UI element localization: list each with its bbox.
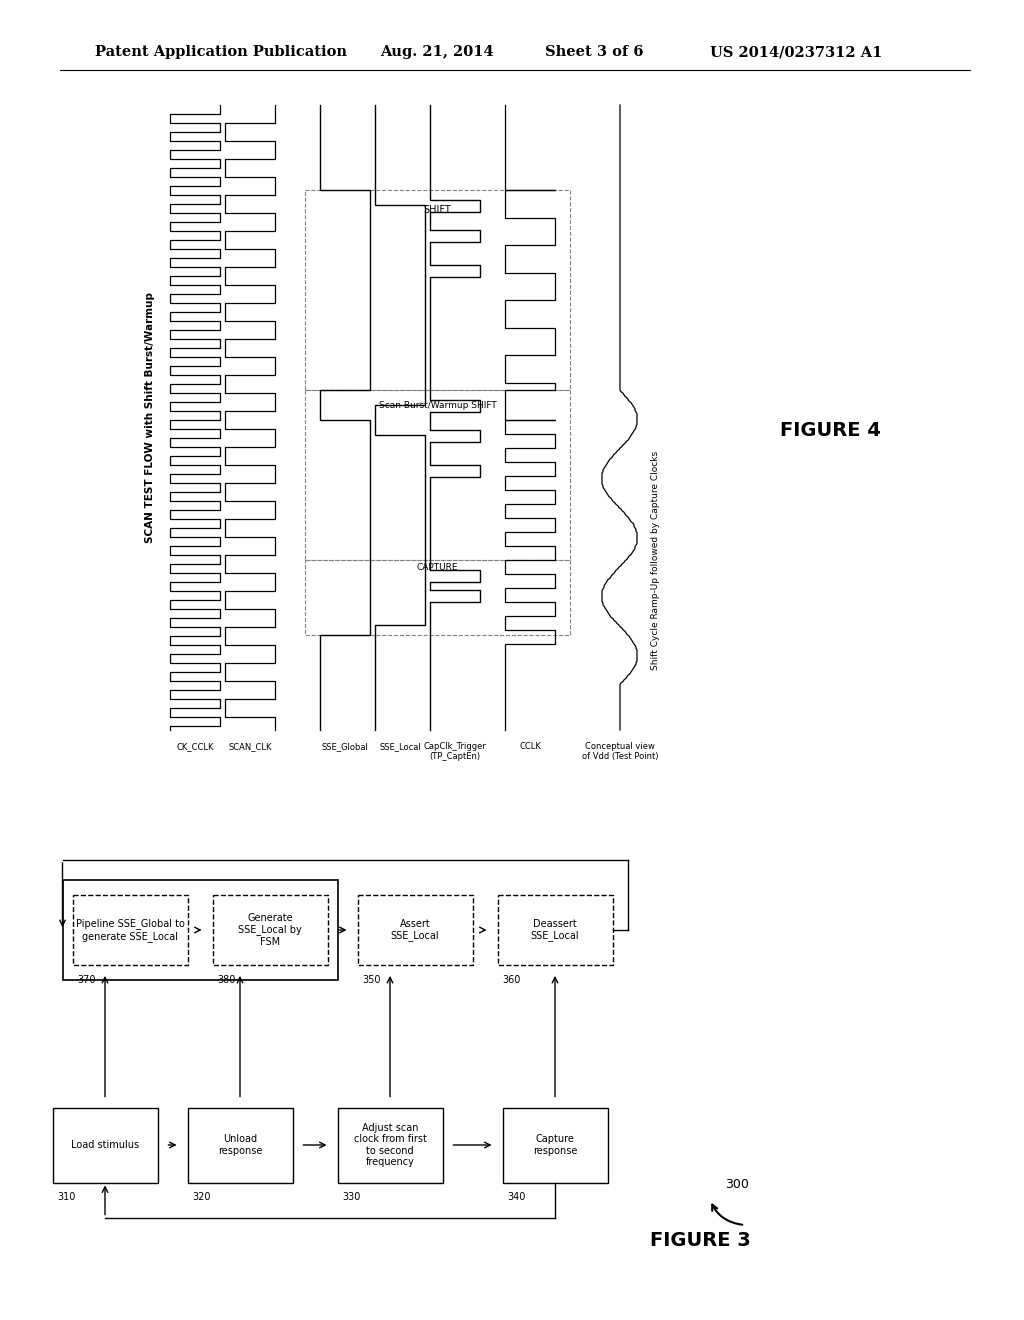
Text: CK_CCLK: CK_CCLK	[176, 742, 214, 751]
Text: SSE_Local: SSE_Local	[379, 742, 421, 751]
Text: 300: 300	[725, 1179, 749, 1192]
Text: Generate
SSE_Local by
FSM: Generate SSE_Local by FSM	[239, 913, 302, 946]
Bar	[305, 190, 570, 389]
Text: 380: 380	[217, 975, 236, 985]
Text: SCAN TEST FLOW with Shift Burst/Warmup: SCAN TEST FLOW with Shift Burst/Warmup	[145, 292, 155, 543]
Text: 330: 330	[342, 1192, 360, 1203]
Text: Load stimulus: Load stimulus	[71, 1140, 139, 1150]
FancyBboxPatch shape	[213, 895, 328, 965]
Text: CapClk_Trigger
(TP_CaptEn): CapClk_Trigger (TP_CaptEn)	[424, 742, 486, 762]
Text: Sheet 3 of 6: Sheet 3 of 6	[545, 45, 643, 59]
Text: Assert
SSE_Local: Assert SSE_Local	[391, 919, 439, 941]
FancyBboxPatch shape	[73, 895, 187, 965]
Text: Unload
response: Unload response	[218, 1134, 262, 1156]
FancyBboxPatch shape	[498, 895, 612, 965]
Text: SSE_Global: SSE_Global	[322, 742, 369, 751]
Text: 340: 340	[508, 1192, 526, 1203]
Text: 350: 350	[362, 975, 381, 985]
Text: FIGURE 3: FIGURE 3	[649, 1230, 751, 1250]
Text: Aug. 21, 2014: Aug. 21, 2014	[380, 45, 494, 59]
Text: SCAN_CLK: SCAN_CLK	[228, 742, 271, 751]
Text: Pipeline SSE_Global to
generate SSE_Local: Pipeline SSE_Global to generate SSE_Loca…	[76, 919, 184, 941]
Text: 320: 320	[193, 1192, 211, 1203]
FancyBboxPatch shape	[52, 1107, 158, 1183]
Bar	[305, 389, 570, 560]
FancyBboxPatch shape	[357, 895, 472, 965]
Text: Deassert
SSE_Local: Deassert SSE_Local	[530, 919, 580, 941]
Text: CCLK: CCLK	[519, 742, 541, 751]
Text: Adjust scan
clock from first
to second
frequency: Adjust scan clock from first to second f…	[353, 1122, 426, 1167]
Text: 310: 310	[57, 1192, 76, 1203]
Text: Conceptual view
of Vdd (Test Point): Conceptual view of Vdd (Test Point)	[582, 742, 658, 762]
Text: Shift Cycle Ramp-Up followed by Capture Clocks: Shift Cycle Ramp-Up followed by Capture …	[650, 450, 659, 669]
FancyBboxPatch shape	[338, 1107, 442, 1183]
Text: Scan Burst/Warmup SHIFT: Scan Burst/Warmup SHIFT	[379, 400, 497, 409]
Text: FIGURE 4: FIGURE 4	[779, 421, 881, 440]
Text: Patent Application Publication: Patent Application Publication	[95, 45, 347, 59]
FancyBboxPatch shape	[187, 1107, 293, 1183]
Text: CAPTURE: CAPTURE	[417, 564, 459, 573]
Text: SHIFT: SHIFT	[424, 205, 452, 215]
FancyBboxPatch shape	[503, 1107, 607, 1183]
Text: US 2014/0237312 A1: US 2014/0237312 A1	[710, 45, 883, 59]
Bar	[305, 560, 570, 635]
Text: 370: 370	[78, 975, 96, 985]
Text: 360: 360	[503, 975, 521, 985]
Text: Capture
response: Capture response	[532, 1134, 578, 1156]
